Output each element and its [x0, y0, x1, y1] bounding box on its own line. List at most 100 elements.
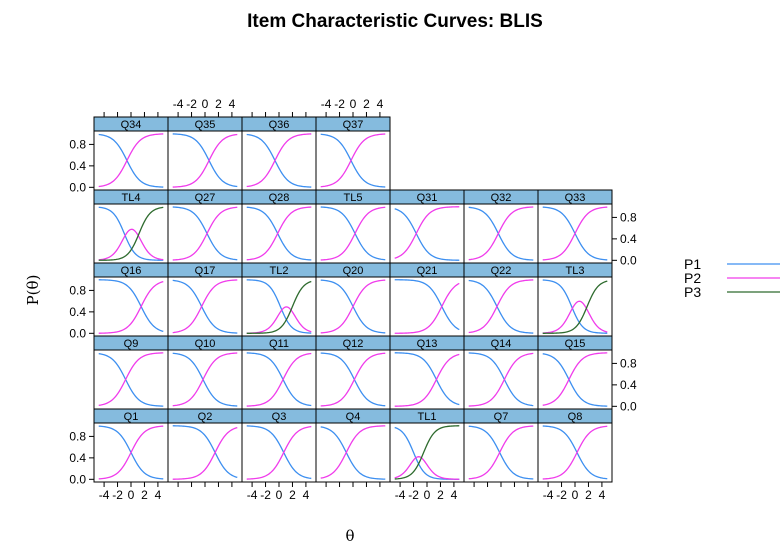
- curve-P1: [542, 279, 608, 334]
- curve-P1: [542, 425, 608, 480]
- panel-plot: [93, 130, 169, 191]
- y-tick-label: 0.0: [69, 472, 86, 486]
- curve-P2: [98, 228, 164, 261]
- panel-plot: [537, 349, 613, 410]
- panel-label: Q20: [343, 265, 364, 277]
- panel-Q20: Q20: [315, 262, 391, 337]
- x-tick-label: -4: [543, 488, 554, 502]
- panel-Q21: Q21: [389, 262, 465, 337]
- curve-P2: [468, 352, 534, 407]
- curve-P1: [468, 279, 534, 334]
- chart-title: Item Characteristic Curves: BLIS: [247, 11, 543, 32]
- x-tick-label: -2: [556, 488, 567, 502]
- curve-P1: [246, 425, 312, 480]
- y-tick-label: 0.8: [69, 283, 86, 297]
- panel-label: Q21: [417, 265, 438, 277]
- panel-Q22: Q22: [463, 262, 539, 337]
- panel-label: Q37: [343, 119, 364, 131]
- curve-P2: [98, 352, 164, 406]
- curve-P2: [320, 206, 386, 261]
- curve-P2: [320, 352, 386, 407]
- legend-label-P1: P1: [684, 256, 701, 272]
- panel-Q13: Q13: [389, 335, 465, 410]
- x-tick-label: 4: [599, 488, 606, 502]
- x-tick-label: 2: [289, 488, 296, 502]
- curve-P3: [246, 280, 312, 334]
- panel-label: Q11: [269, 338, 289, 350]
- panel-plot: [93, 276, 169, 337]
- panel-TL4: TL4: [93, 189, 169, 264]
- x-tick-label: 0: [424, 488, 431, 502]
- panel-label: Q10: [195, 338, 216, 350]
- x-tick-label: 2: [585, 488, 592, 502]
- curve-P1: [172, 133, 238, 188]
- panel-Q31: Q31: [389, 189, 465, 264]
- panel-Q32: Q32: [463, 189, 539, 264]
- panel-Q11: Q11: [241, 335, 317, 410]
- y-tick-label: 0.8: [69, 429, 86, 443]
- x-tick-label: -2: [260, 488, 271, 502]
- panel-label: Q22: [491, 265, 512, 277]
- curve-P2: [246, 352, 312, 407]
- panel-Q17: Q17: [167, 262, 243, 337]
- y-tick-label: 0.4: [620, 232, 637, 246]
- panel-Q4: Q4: [315, 408, 391, 483]
- panel-label: TL3: [566, 265, 585, 277]
- panel-Q1: Q1: [93, 408, 169, 483]
- panel-plot: [537, 422, 613, 483]
- x-tick-label: 4: [303, 488, 310, 502]
- curve-P2: [172, 352, 238, 407]
- panel-plot: [389, 276, 465, 337]
- panel-Q9: Q9: [93, 335, 169, 410]
- panel-label: Q28: [269, 192, 290, 204]
- curve-P1: [98, 206, 164, 261]
- curve-P2: [320, 279, 386, 334]
- x-tick-label: 4: [377, 97, 384, 111]
- x-tick-label: -2: [408, 488, 419, 502]
- panel-plot: [315, 130, 391, 191]
- x-tick-label: -4: [395, 488, 406, 502]
- x-tick-label: -2: [334, 97, 345, 111]
- curve-P1: [320, 426, 386, 480]
- x-tick-label: 0: [202, 97, 209, 111]
- y-tick-label: 0.4: [69, 451, 86, 465]
- panel-label: TL2: [270, 265, 289, 277]
- panel-plot: [167, 203, 243, 264]
- y-axis-label: P(θ): [24, 275, 42, 306]
- curve-P1: [172, 279, 238, 334]
- panel-Q33: Q33: [537, 189, 613, 264]
- panel-plot: [167, 130, 243, 191]
- x-tick-label: 0: [128, 488, 135, 502]
- panel-Q35: Q35: [167, 116, 243, 191]
- panel-label: Q12: [343, 338, 364, 350]
- y-tick-label: 0.4: [69, 159, 86, 173]
- curve-P2: [320, 425, 386, 479]
- panel-label: Q34: [121, 119, 142, 131]
- x-tick-label: 2: [215, 97, 222, 111]
- curve-P2: [246, 306, 312, 334]
- x-tick-label: 0: [572, 488, 579, 502]
- curve-P2: [542, 352, 608, 406]
- curve-P1: [172, 425, 238, 479]
- panel-label: Q31: [417, 192, 438, 204]
- panel-plot: [93, 349, 169, 410]
- curve-P1: [394, 279, 460, 331]
- y-tick-label: 0.0: [69, 180, 86, 194]
- panel-TL3: TL3: [537, 262, 613, 337]
- x-tick-label: 0: [350, 97, 357, 111]
- x-tick-label: -2: [112, 488, 123, 502]
- panel-Q15: Q15: [537, 335, 613, 410]
- curve-P2: [246, 133, 312, 188]
- y-tick-label: 0.0: [69, 326, 86, 340]
- panel-plot: [463, 349, 539, 410]
- x-tick-label: -4: [247, 488, 258, 502]
- curve-P2: [468, 425, 534, 480]
- y-tick-label: 0.8: [620, 356, 637, 370]
- curve-P1: [246, 206, 312, 261]
- panel-label: TL5: [344, 192, 363, 204]
- panel-label: Q16: [121, 265, 142, 277]
- curve-P1: [246, 352, 312, 407]
- panel-Q7: Q7: [463, 408, 539, 483]
- y-tick-label: 0.8: [69, 137, 86, 151]
